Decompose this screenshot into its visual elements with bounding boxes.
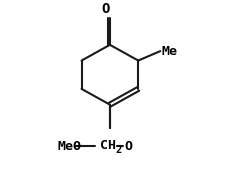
Text: O: O [124,140,132,153]
Text: MeO: MeO [57,140,81,153]
Text: Me: Me [162,45,178,58]
Text: O: O [102,3,110,17]
Text: 2: 2 [115,145,121,155]
Text: CH: CH [100,139,116,152]
